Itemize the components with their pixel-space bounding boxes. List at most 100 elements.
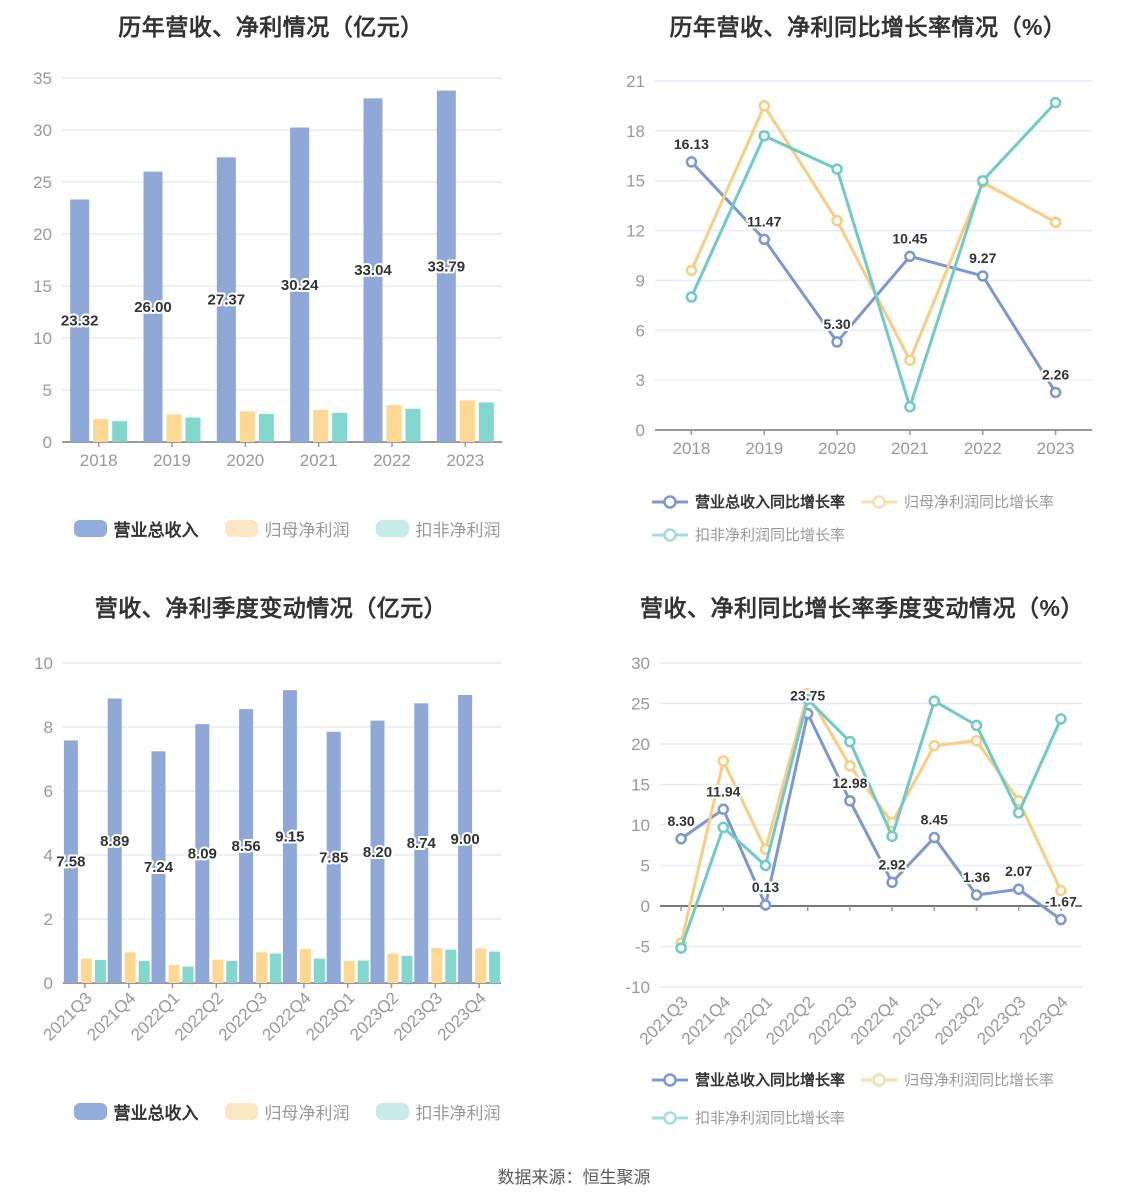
chart-title: 营收、净利同比增长率季度变动情况（%）: [640, 595, 1084, 621]
point-marker-non-gaap-net-profit-growth: [977, 174, 989, 187]
value-label-revenue: 9.15: [275, 829, 304, 846]
value-label-revenue: 33.04: [354, 262, 392, 279]
bar-net-profit: [256, 952, 268, 983]
point-marker-net-profit-growth: [831, 214, 843, 227]
value-label-revenue: 23.32: [61, 313, 99, 330]
legend-swatch-non-gaap-net-profit: [375, 520, 409, 537]
point-marker-revenue-growth: [977, 270, 989, 282]
legend-item-net-profit-growth[interactable]: 归母净利润同比增长率: [861, 1069, 1054, 1090]
value-label-revenue-growth: 12.98: [832, 775, 867, 791]
y-tick-label: 15: [33, 277, 52, 296]
y-tick-label: 20: [631, 735, 650, 754]
y-tick-label: 15: [626, 172, 645, 191]
bar-net-profit: [343, 960, 355, 983]
y-tick-label: 0: [641, 897, 650, 916]
legend-label-non-gaap-net-profit: 扣非净利润: [415, 1104, 501, 1123]
legend-label-net-profit-growth: 归母净利润同比增长率: [904, 494, 1055, 511]
chart-title: 历年营收、净利情况（亿元）: [118, 14, 424, 40]
bar-net-profit: [239, 411, 255, 442]
chart-canvas-annual-lines: 0 3 6 9 12 15 18 21 2018 2019 2020 2021 2022 2023 16.1…: [626, 72, 1092, 458]
point-marker-revenue-growth: [970, 889, 983, 901]
bar-revenue: [363, 98, 383, 442]
bar-net-profit: [431, 948, 443, 983]
value-label-revenue-growth: 8.30: [667, 813, 694, 829]
quarterly-growth-rate-chart: -10 -5 0 5 10 15 20 25 30 2021Q3 2021Q4 2022Q1 2022Q…: [574, 575, 1148, 1202]
value-label-revenue: 26.00: [134, 299, 172, 316]
point-marker-non-gaap-net-profit-growth: [844, 735, 856, 748]
y-tick-label: -5: [635, 938, 650, 957]
x-tick-label: 2019: [153, 451, 191, 470]
y-tick-label: 0: [43, 433, 52, 452]
bar-revenue: [239, 709, 254, 983]
value-label-revenue: 33.79: [428, 258, 466, 275]
legend-label-non-gaap-net-profit-growth: 扣非净利润同比增长率: [695, 1110, 846, 1127]
value-label-revenue: 7.85: [319, 849, 348, 866]
y-tick-label: 25: [631, 695, 650, 714]
bar-revenue: [63, 740, 78, 983]
legend-item-revenue[interactable]: 营业总收入: [73, 1099, 199, 1124]
bar-non-gaap-net-profit: [445, 949, 457, 983]
bar-non-gaap-net-profit: [401, 955, 413, 983]
value-label-revenue: 30.24: [281, 277, 319, 294]
point-marker-revenue-growth: [758, 233, 770, 246]
chart-canvas-quarterly-bars: 02468102021Q32021Q42022Q12022Q22022Q3202…: [34, 654, 501, 1045]
point-marker-net-profit-growth: [970, 735, 983, 747]
legend-line-icon-net-profit-growth: [861, 494, 898, 509]
y-tick-label: 10: [33, 329, 52, 348]
point-marker-revenue-growth: [675, 833, 687, 845]
x-tick-label: 2023Q4: [434, 988, 490, 1044]
legend-item-non-gaap-net-profit[interactable]: 扣非净利润: [375, 1099, 501, 1124]
bar-net-profit: [475, 948, 487, 983]
legend-label-non-gaap-net-profit: 扣非净利润: [415, 521, 501, 540]
point-marker-revenue-growth: [928, 831, 941, 844]
legend-item-net-profit[interactable]: 归母净利润: [224, 1099, 350, 1124]
y-tick-label: 2: [44, 910, 53, 929]
legend: 营业总收入 归母净利润 扣非净利润: [0, 516, 574, 541]
legend-swatch-non-gaap-net-profit: [375, 1103, 409, 1120]
point-marker-net-profit-growth: [758, 100, 770, 112]
x-tick-label: 2020: [818, 439, 856, 458]
legend-swatch-revenue: [73, 1103, 107, 1120]
point-marker-net-profit-growth: [1049, 216, 1062, 229]
y-tick-label: 4: [44, 846, 53, 865]
bar-non-gaap-net-profit: [332, 412, 348, 442]
value-label-revenue: 7.24: [144, 859, 174, 876]
legend-item-net-profit-growth[interactable]: 归母净利润同比增长率: [861, 491, 1054, 512]
bar-revenue: [107, 698, 122, 983]
line-series-non-gaap-net-profit-growth: [689, 101, 1058, 409]
value-label-revenue-growth: 10.45: [892, 230, 927, 246]
point-marker-revenue-growth: [759, 899, 772, 911]
point-marker-revenue-growth: [685, 156, 698, 168]
value-label-revenue: 8.20: [363, 844, 392, 861]
legend-item-non-gaap-net-profit[interactable]: 扣非净利润: [375, 516, 501, 541]
bar-non-gaap-net-profit: [258, 413, 274, 442]
legend-label-revenue: 营业总收入: [113, 1104, 199, 1123]
legend-item-revenue-growth[interactable]: 营业总收入同比增长率: [652, 491, 845, 512]
legend-item-non-gaap-net-profit-growth[interactable]: 扣非净利润同比增长率: [652, 1107, 845, 1128]
bar-revenue: [326, 731, 341, 983]
y-tick-label: 12: [626, 222, 645, 241]
legend-item-revenue-growth[interactable]: 营业总收入同比增长率: [652, 1069, 845, 1090]
bar-non-gaap-net-profit: [182, 966, 194, 983]
legend-item-net-profit[interactable]: 归母净利润: [224, 516, 350, 541]
x-tick-label: 2020: [226, 451, 264, 470]
value-label-revenue-growth: 2.92: [878, 856, 905, 872]
x-tick-label: 2018: [673, 439, 711, 458]
legend-swatch-net-profit: [224, 520, 258, 537]
legend-line-icon-revenue-growth: [652, 1072, 688, 1087]
bar-revenue: [195, 724, 210, 983]
legend-item-revenue[interactable]: 营业总收入: [73, 516, 199, 541]
point-marker-non-gaap-net-profit-growth: [904, 400, 916, 413]
legend-item-non-gaap-net-profit-growth[interactable]: 扣非净利润同比增长率: [652, 524, 845, 545]
x-tick-label: 2021: [891, 439, 929, 458]
bar-revenue: [143, 171, 163, 442]
bar-net-profit: [386, 405, 402, 442]
quarterly-revenue-profit-chart: 0 2 4 6 8 10 2021Q3 2021Q4 2022Q1 2022Q2 2022Q3 202…: [0, 575, 574, 1202]
value-label-revenue-growth: 5.30: [823, 316, 850, 332]
value-label-revenue-growth: 16.13: [674, 136, 709, 152]
y-tick-label: 3: [636, 371, 645, 390]
x-tick-label: 2021: [300, 451, 338, 470]
point-marker-revenue-growth: [717, 803, 730, 816]
y-tick-label: 30: [33, 121, 52, 140]
